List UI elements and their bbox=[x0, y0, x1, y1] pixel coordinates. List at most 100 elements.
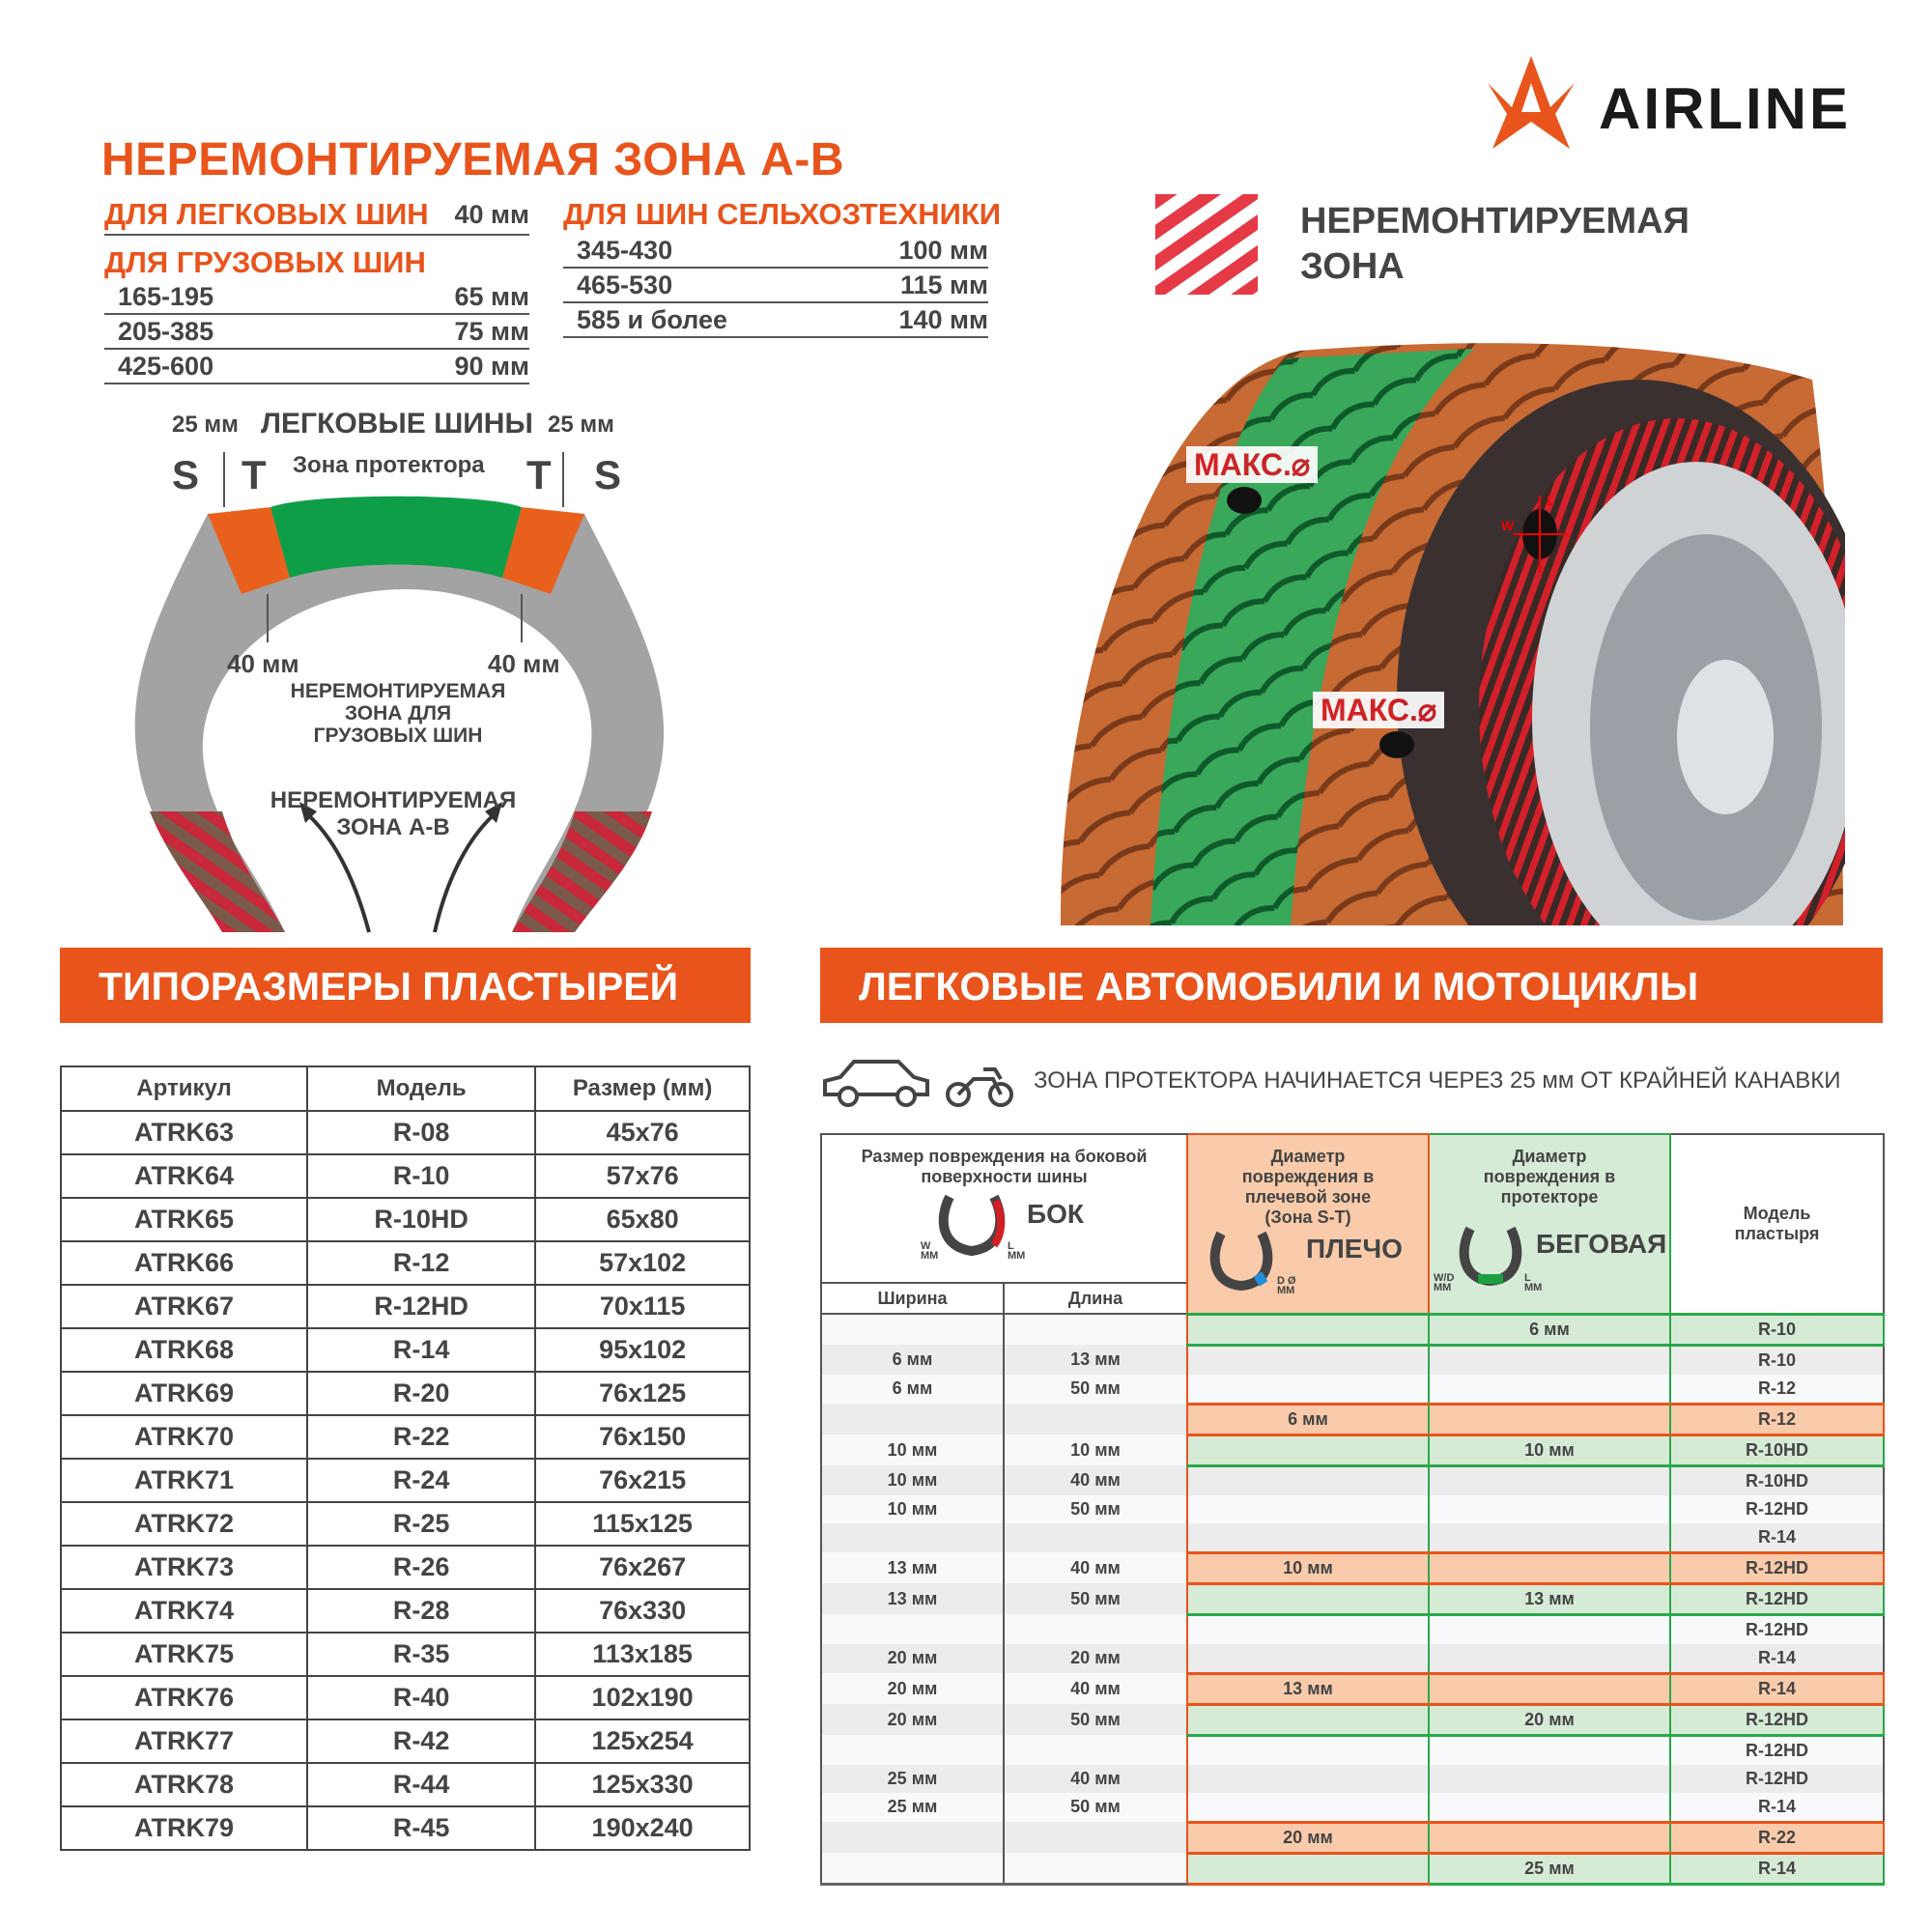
tread-zone bbox=[270, 496, 522, 578]
shoulder-d: D Ø ММ bbox=[1277, 1276, 1296, 1296]
model-cell: R-12HD bbox=[1670, 1550, 1885, 1585]
size-cell: 76x330 bbox=[534, 1588, 751, 1634]
model-cell: R-12 bbox=[1670, 1402, 1885, 1436]
diagram-right-mm: 25 мм bbox=[548, 412, 614, 438]
tread-cell bbox=[1429, 1402, 1671, 1436]
table-row: 6 мм 13 мм R-10 bbox=[820, 1345, 1885, 1375]
table-row: 13 мм 40 мм 10 мм R-12HD bbox=[820, 1550, 1885, 1585]
size-cell: 65x80 bbox=[534, 1197, 751, 1242]
model-cell: R-12HD bbox=[1670, 1764, 1885, 1793]
mm-unit: ММ bbox=[1277, 1285, 1295, 1296]
table-header-row: Артикул Модель Размер (мм) bbox=[59, 1065, 751, 1112]
tread-wd: W/D ММ bbox=[1434, 1273, 1454, 1293]
model-cell: R-42 bbox=[306, 1719, 537, 1764]
article-cell: ATRK76 bbox=[59, 1675, 309, 1720]
l-mark: L bbox=[1547, 493, 1555, 508]
airline-star-logo-icon bbox=[1488, 56, 1575, 149]
label-s-right: S bbox=[594, 452, 622, 497]
width-cell: 6 мм bbox=[820, 1345, 1005, 1375]
length-cell: 50 мм bbox=[1004, 1583, 1187, 1614]
table-row: 25 мм R-14 bbox=[820, 1851, 1885, 1886]
table-row: ATRK65 R-10HD 65x80 bbox=[59, 1197, 751, 1242]
length-cell bbox=[1004, 1404, 1187, 1435]
table-row: 10 мм 10 мм 10 мм R-10HD bbox=[820, 1433, 1885, 1467]
mm-unit: ММ bbox=[1008, 1250, 1026, 1262]
mm-unit: ММ bbox=[921, 1250, 939, 1262]
model-cell: R-10 bbox=[306, 1153, 537, 1199]
table-row: 20 мм 20 мм R-14 bbox=[820, 1643, 1885, 1673]
size-cell: 70x115 bbox=[534, 1284, 751, 1329]
shoulder-cell: 6 мм bbox=[1186, 1402, 1430, 1436]
length-cell: 50 мм bbox=[1004, 1494, 1187, 1523]
agri-row: 465-530 115 мм bbox=[563, 269, 988, 303]
length-cell: 10 мм bbox=[1004, 1435, 1187, 1465]
table-row: ATRK73 R-26 76x267 bbox=[59, 1545, 751, 1590]
table-row: R-12HD bbox=[820, 1614, 1885, 1644]
brand-name: AIRLINE bbox=[1599, 76, 1851, 141]
length-cell: 40 мм bbox=[1004, 1552, 1187, 1583]
tread-cell: 25 мм bbox=[1429, 1851, 1671, 1886]
ab-zone-line: НЕРЕМОНТИРУЕМАЯ bbox=[270, 787, 517, 813]
article-cell: ATRK66 bbox=[59, 1240, 309, 1286]
value: 75 мм bbox=[454, 317, 529, 346]
tread-cell bbox=[1429, 1820, 1671, 1855]
model-cell: R-12HD bbox=[1670, 1494, 1885, 1523]
length-cell bbox=[1004, 1522, 1187, 1552]
length-cell bbox=[1004, 1614, 1187, 1644]
shoulder-cell bbox=[1186, 1522, 1430, 1552]
article-cell: ATRK77 bbox=[59, 1719, 309, 1764]
mm-unit: ММ bbox=[1524, 1282, 1543, 1293]
tire-tread-icon bbox=[1459, 1226, 1522, 1287]
column-header: Размер (мм) bbox=[534, 1065, 751, 1112]
bead-zone-right bbox=[512, 811, 652, 932]
tread-cell bbox=[1429, 1614, 1671, 1644]
model-cell: R-24 bbox=[306, 1458, 537, 1503]
table-row: ATRK79 R-45 190x240 bbox=[59, 1805, 751, 1851]
model-cell: R-12HD bbox=[1670, 1735, 1885, 1765]
size-cell: 113x185 bbox=[534, 1632, 751, 1677]
model-cell: R-45 bbox=[306, 1805, 537, 1851]
length-cell bbox=[1004, 1735, 1187, 1765]
length-cell: 40 мм bbox=[1004, 1764, 1187, 1793]
max-diameter-label-1: МАКС.⌀ bbox=[1186, 446, 1319, 483]
agri-label: ДЛЯ ШИН СЕЛЬХОЗТЕХНИКИ bbox=[563, 197, 1002, 231]
side-damage-header: Размер повреждения на боковой поверхност… bbox=[820, 1133, 1187, 1283]
tread-cell bbox=[1429, 1374, 1671, 1404]
label-s-left: S bbox=[172, 452, 200, 497]
shoulder-cell bbox=[1186, 1643, 1430, 1673]
length-cell bbox=[1004, 1822, 1187, 1853]
model-cell: R-14 bbox=[1670, 1522, 1885, 1552]
shoulder-header: Диаметр повреждения в плечевой зоне (Зон… bbox=[1186, 1133, 1430, 1315]
table-row: ATRK72 R-25 115x125 bbox=[59, 1501, 751, 1547]
passenger-label: ДЛЯ ЛЕГКОВЫХ ШИН bbox=[104, 197, 429, 231]
cars-banner: ЛЕГКОВЫЕ АВТОМОБИЛИ И МОТОЦИКЛЫ bbox=[820, 948, 1883, 1023]
size-cell: 125x330 bbox=[534, 1762, 751, 1807]
legend-swatch bbox=[1155, 194, 1258, 299]
model-cell: R-35 bbox=[306, 1632, 537, 1677]
size: 465-530 bbox=[577, 270, 673, 299]
width-cell bbox=[820, 1314, 1005, 1345]
table-row: 13 мм 50 мм 13 мм R-12HD bbox=[820, 1581, 1885, 1616]
length-cell bbox=[1004, 1853, 1187, 1886]
width-cell: 20 мм bbox=[820, 1704, 1005, 1735]
side-label: БОК bbox=[1027, 1199, 1084, 1229]
shoulder-cell bbox=[1186, 1792, 1430, 1822]
table-row: ATRK75 R-35 113x185 bbox=[59, 1632, 751, 1677]
patch-sizes-table: Артикул Модель Размер (мм) ATRK63 R-08 45x76… bbox=[59, 1065, 751, 1851]
tread-cell: 20 мм bbox=[1429, 1702, 1671, 1737]
shoulder-header-text: Диаметр повреждения в плечевой зоне (Зон… bbox=[1241, 1147, 1375, 1227]
tread-cell: 13 мм bbox=[1429, 1581, 1671, 1616]
shoulder-cell bbox=[1186, 1433, 1430, 1467]
model-cell: R-14 bbox=[306, 1327, 537, 1373]
size-cell: 102x190 bbox=[534, 1675, 751, 1720]
length-cell: 50 мм bbox=[1004, 1704, 1187, 1735]
table-row: ATRK77 R-42 125x254 bbox=[59, 1719, 751, 1764]
tread-cell: 6 мм bbox=[1429, 1312, 1671, 1347]
table-row: ATRK63 R-08 45x76 bbox=[59, 1110, 751, 1155]
model-cell: R-22 bbox=[1670, 1820, 1885, 1855]
max-diameter-label-2: МАКС.⌀ bbox=[1313, 692, 1445, 728]
size: 345-430 bbox=[577, 236, 673, 265]
table-row: 10 мм 40 мм R-10HD bbox=[820, 1465, 1885, 1495]
table-row: 20 мм 40 мм 13 мм R-14 bbox=[820, 1671, 1885, 1706]
value: 65 мм bbox=[454, 282, 529, 311]
